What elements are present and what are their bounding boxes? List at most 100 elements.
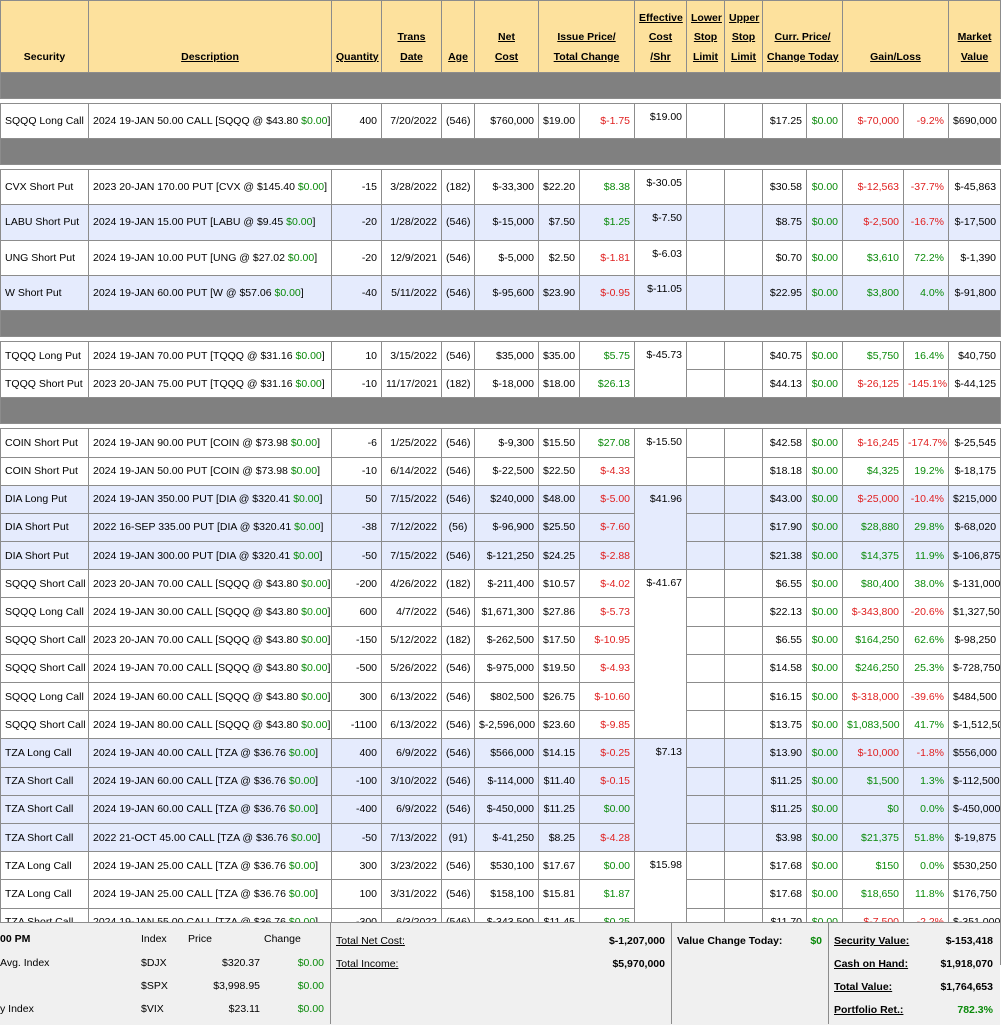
upper-stop-cell[interactable]	[724, 484, 764, 514]
col-effective-cost[interactable]: Effective Cost/Shr	[634, 0, 688, 73]
security-cell[interactable]: SQQQ Short Call	[0, 569, 89, 599]
lower-stop-cell[interactable]	[686, 484, 726, 514]
position-row[interactable]: SQQQ Short Call 2023 20-JAN 70.00 CALL [S…	[0, 569, 1001, 740]
lower-stop-cell[interactable]	[686, 597, 726, 627]
position-row[interactable]: TQQQ Long Put 2024 19-JAN 70.00 PUT [TQQQ…	[0, 340, 1001, 399]
upper-stop-cell[interactable]	[724, 456, 764, 486]
lower-stop-cell[interactable]	[686, 738, 726, 768]
lower-stop-cell[interactable]	[686, 653, 726, 684]
lower-stop-cell[interactable]	[686, 541, 726, 571]
position-row[interactable]: TZA Long Call 2024 19-JAN 25.00 CALL [TZA…	[0, 879, 1001, 909]
position-row[interactable]: SQQQ Short Call 2024 19-JAN 70.00 CALL [S…	[0, 653, 1001, 684]
position-row[interactable]: TZA Short Call 2024 19-JAN 60.00 CALL [TZ…	[0, 794, 1001, 824]
upper-stop-cell[interactable]	[724, 169, 764, 206]
lower-stop-cell[interactable]	[686, 369, 726, 399]
position-row[interactable]: DIA Long Put 2024 19-JAN 350.00 PUT [DIA …	[0, 484, 1001, 571]
upper-stop-cell[interactable]	[724, 822, 764, 853]
lower-stop-cell[interactable]	[686, 822, 726, 853]
security-cell[interactable]: TQQQ Short Put	[0, 369, 89, 399]
security-cell[interactable]: CVX Short Put	[0, 169, 89, 206]
upper-stop-cell[interactable]	[724, 102, 764, 140]
position-row[interactable]: SQQQ Short Call 2023 20-JAN 70.00 CALL [S…	[0, 625, 1001, 655]
lower-stop-cell[interactable]	[686, 102, 726, 140]
position-row[interactable]: TZA Long Call 2024 19-JAN 25.00 CALL [TZA…	[0, 851, 1001, 965]
position-row[interactable]: TZA Long Call 2024 19-JAN 40.00 CALL [TZA…	[0, 738, 1001, 853]
upper-stop-cell[interactable]	[724, 653, 764, 684]
col-lower-stop[interactable]: Lower Stop Limit	[686, 0, 726, 73]
lower-stop-cell[interactable]	[686, 569, 726, 599]
upper-stop-cell[interactable]	[724, 239, 764, 276]
lower-stop-cell[interactable]	[686, 239, 726, 276]
upper-stop-cell[interactable]	[724, 681, 764, 712]
upper-stop-cell[interactable]	[724, 204, 764, 241]
col-age[interactable]: Age	[441, 0, 475, 73]
security-cell[interactable]: DIA Short Put	[0, 512, 89, 543]
security-cell[interactable]: DIA Short Put	[0, 541, 89, 571]
upper-stop-cell[interactable]	[724, 710, 764, 740]
security-cell[interactable]: COIN Short Put	[0, 456, 89, 486]
lower-stop-cell[interactable]	[686, 766, 726, 796]
portfolio-ret-label[interactable]: Portfolio Ret.:	[834, 1004, 904, 1016]
position-row[interactable]: COIN Short Put 2024 19-JAN 50.00 PUT [COI…	[0, 456, 1001, 486]
security-cell[interactable]: SQQQ Long Call	[0, 681, 89, 712]
position-row[interactable]: LABU Short Put 2024 19-JAN 15.00 PUT [LAB…	[0, 204, 1001, 241]
position-row[interactable]: DIA Short Put 2022 16-SEP 335.00 PUT [DIA…	[0, 512, 1001, 543]
lower-stop-cell[interactable]	[686, 512, 726, 543]
position-row[interactable]: W Short Put 2024 19-JAN 60.00 PUT [W @ $5…	[0, 274, 1001, 311]
lower-stop-cell[interactable]	[686, 204, 726, 241]
col-net-cost[interactable]: Net Cost	[474, 0, 539, 73]
upper-stop-cell[interactable]	[724, 340, 764, 371]
col-gain-loss[interactable]: Gain/Loss	[842, 0, 950, 73]
security-cell[interactable]: TZA Long Call	[0, 738, 89, 768]
lower-stop-cell[interactable]	[686, 851, 726, 881]
upper-stop-cell[interactable]	[724, 625, 764, 655]
col-market-value[interactable]: Market Value	[948, 0, 1001, 73]
position-row[interactable]: TZA Short Call 2022 21-OCT 45.00 CALL [TZ…	[0, 822, 1001, 853]
security-cell[interactable]: DIA Long Put	[0, 484, 89, 514]
lower-stop-cell[interactable]	[686, 794, 726, 824]
position-row[interactable]: COIN Short Put 2024 19-JAN 90.00 PUT [COI…	[0, 428, 1001, 486]
total-value-label[interactable]: Total Value:	[834, 981, 893, 993]
security-cell[interactable]: SQQQ Long Call	[0, 597, 89, 627]
upper-stop-cell[interactable]	[724, 428, 764, 458]
security-cell[interactable]: TZA Short Call	[0, 794, 89, 824]
position-row[interactable]: SQQQ Long Call 2024 19-JAN 30.00 CALL [SQ…	[0, 597, 1001, 627]
total-net-cost-label[interactable]: Total Net Cost:	[336, 935, 405, 947]
security-cell[interactable]: SQQQ Short Call	[0, 710, 89, 740]
upper-stop-cell[interactable]	[724, 851, 764, 881]
security-cell[interactable]: TQQQ Long Put	[0, 340, 89, 371]
upper-stop-cell[interactable]	[724, 541, 764, 571]
position-row[interactable]: TZA Short Call 2024 19-JAN 60.00 CALL [TZ…	[0, 766, 1001, 796]
upper-stop-cell[interactable]	[724, 738, 764, 768]
upper-stop-cell[interactable]	[724, 512, 764, 543]
upper-stop-cell[interactable]	[724, 794, 764, 824]
security-cell[interactable]: COIN Short Put	[0, 428, 89, 458]
lower-stop-cell[interactable]	[686, 340, 726, 371]
col-quantity[interactable]: Quantity	[331, 0, 382, 73]
position-row[interactable]: TQQQ Short Put 2023 20-JAN 75.00 PUT [TQQ…	[0, 369, 1001, 399]
security-cell[interactable]: W Short Put	[0, 274, 89, 311]
col-upper-stop[interactable]: Upper Stop Limit	[724, 0, 764, 73]
security-cell[interactable]: TZA Short Call	[0, 822, 89, 853]
security-cell[interactable]: SQQQ Short Call	[0, 625, 89, 655]
lower-stop-cell[interactable]	[686, 879, 726, 909]
lower-stop-cell[interactable]	[686, 681, 726, 712]
upper-stop-cell[interactable]	[724, 569, 764, 599]
lower-stop-cell[interactable]	[686, 456, 726, 486]
position-row[interactable]: DIA Short Put 2024 19-JAN 300.00 PUT [DIA…	[0, 541, 1001, 571]
col-trans-date[interactable]: Trans Date	[381, 0, 442, 73]
position-row[interactable]: CVX Short Put 2023 20-JAN 170.00 PUT [CVX…	[0, 169, 1001, 206]
upper-stop-cell[interactable]	[724, 369, 764, 399]
col-curr-price[interactable]: Curr. Price/Change Today	[762, 0, 844, 73]
col-description[interactable]: Description	[88, 0, 332, 73]
lower-stop-cell[interactable]	[686, 274, 726, 311]
lower-stop-cell[interactable]	[686, 625, 726, 655]
upper-stop-cell[interactable]	[724, 597, 764, 627]
security-cell[interactable]: TZA Long Call	[0, 851, 89, 881]
lower-stop-cell[interactable]	[686, 428, 726, 458]
security-cell[interactable]: LABU Short Put	[0, 204, 89, 241]
security-cell[interactable]: UNG Short Put	[0, 239, 89, 276]
position-row[interactable]: SQQQ Long Call 2024 19-JAN 60.00 CALL [SQ…	[0, 681, 1001, 712]
position-row[interactable]: UNG Short Put 2024 19-JAN 10.00 PUT [UNG …	[0, 239, 1001, 276]
position-row[interactable]: SQQQ Short Call 2024 19-JAN 80.00 CALL [S…	[0, 710, 1001, 740]
